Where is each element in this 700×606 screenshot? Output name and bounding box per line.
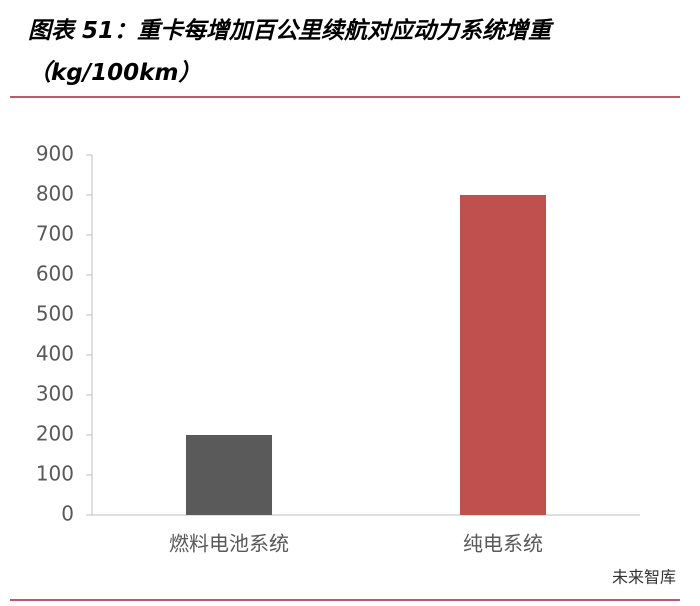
x-tick-label: 燃料电池系统 <box>169 532 289 556</box>
y-tick-label: 800 <box>36 182 74 206</box>
y-tick-label: 100 <box>36 462 74 486</box>
y-tick-label: 200 <box>36 422 74 446</box>
y-tick-label: 300 <box>36 382 74 406</box>
y-tick-label: 900 <box>36 142 74 166</box>
y-tick-label: 400 <box>36 342 74 366</box>
y-tick-label: 0 <box>61 502 74 526</box>
y-tick-label: 500 <box>36 302 74 326</box>
bar <box>185 435 273 515</box>
y-tick-label: 600 <box>36 262 74 286</box>
watermark: 未来智库 <box>612 568 676 587</box>
y-tick-label: 700 <box>36 222 74 246</box>
x-tick-label: 纯电系统 <box>463 532 543 556</box>
chart-title: 图表 51：重卡每增加百公里续航对应动力系统增重（kg/100km） <box>28 18 552 86</box>
bar <box>459 195 547 515</box>
